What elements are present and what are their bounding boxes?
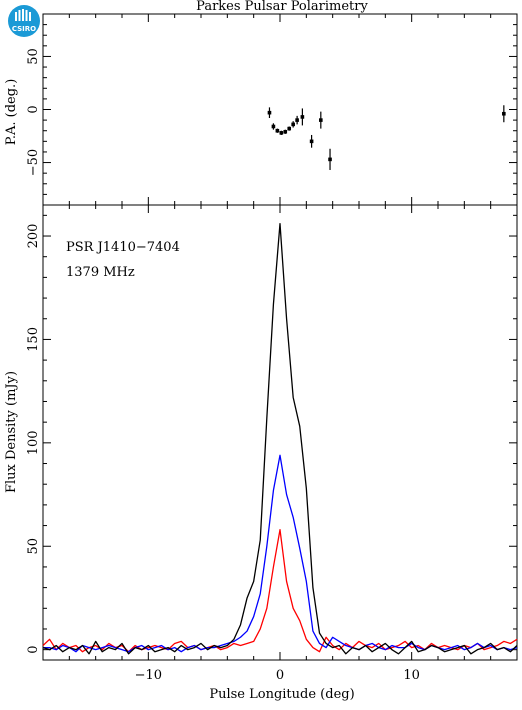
pa-point — [319, 118, 323, 122]
flux-y-tick-label: 50 — [26, 538, 41, 555]
pa-point — [279, 131, 284, 135]
flux-y-tick-label: 0 — [26, 646, 41, 654]
pa-point — [267, 110, 272, 115]
pa-point — [295, 118, 299, 122]
pa-y-tick-label: 50 — [26, 48, 41, 65]
x-tick-label: −10 — [135, 668, 162, 683]
pa-point — [328, 157, 332, 162]
pa-panel: 50 0 −50 P.A. (deg.) — [4, 13, 518, 206]
flux-series — [42, 222, 518, 655]
pa-point — [300, 115, 305, 119]
circular-polarization-line — [43, 454, 518, 653]
pa-points — [267, 105, 506, 170]
pa-axis-ticks — [42, 14, 518, 205]
flux-axis-ticks — [42, 205, 518, 660]
linear-polarization-line — [42, 529, 518, 653]
csiro-logo: CSIRO — [8, 5, 40, 37]
flux-panel: 0 50 100 150 200 −10 0 10 PSR J1410−7404 1379 M… — [4, 204, 518, 702]
x-axis-label: Pulse Longitude (deg) — [209, 687, 354, 702]
flux-y-tick-label: 100 — [26, 430, 41, 455]
x-tick-label: 0 — [276, 668, 284, 683]
flux-y-tick-label: 150 — [26, 327, 41, 352]
flux-tick-labels: 0 50 100 150 200 −10 0 10 — [26, 224, 420, 683]
total-intensity-line — [42, 222, 518, 655]
pa-y-tick-label: 0 — [26, 105, 41, 113]
pa-point — [271, 124, 276, 129]
pa-y-axis-label: P.A. (deg.) — [4, 79, 19, 146]
pa-point — [275, 128, 280, 133]
pa-point — [502, 111, 506, 116]
pa-tick-labels: 50 0 −50 — [26, 48, 41, 176]
frequency-annotation: 1379 MHz — [66, 265, 135, 280]
flux-y-tick-label: 200 — [26, 224, 41, 249]
page-title: Parkes Pulsar Polarimetry — [196, 0, 368, 14]
pulsar-name-annotation: PSR J1410−7404 — [66, 240, 180, 255]
pa-point — [291, 122, 295, 127]
pa-point — [283, 129, 288, 134]
flux-y-axis-label: Flux Density (mJy) — [4, 371, 19, 493]
pa-point — [309, 139, 314, 144]
csiro-logo-text: CSIRO — [12, 25, 36, 33]
csiro-logo-bars-icon — [15, 9, 31, 21]
pa-y-tick-label: −50 — [26, 149, 41, 176]
x-tick-label: 10 — [403, 668, 420, 683]
pa-point — [287, 126, 292, 131]
pa-panel-frame — [42, 13, 518, 206]
